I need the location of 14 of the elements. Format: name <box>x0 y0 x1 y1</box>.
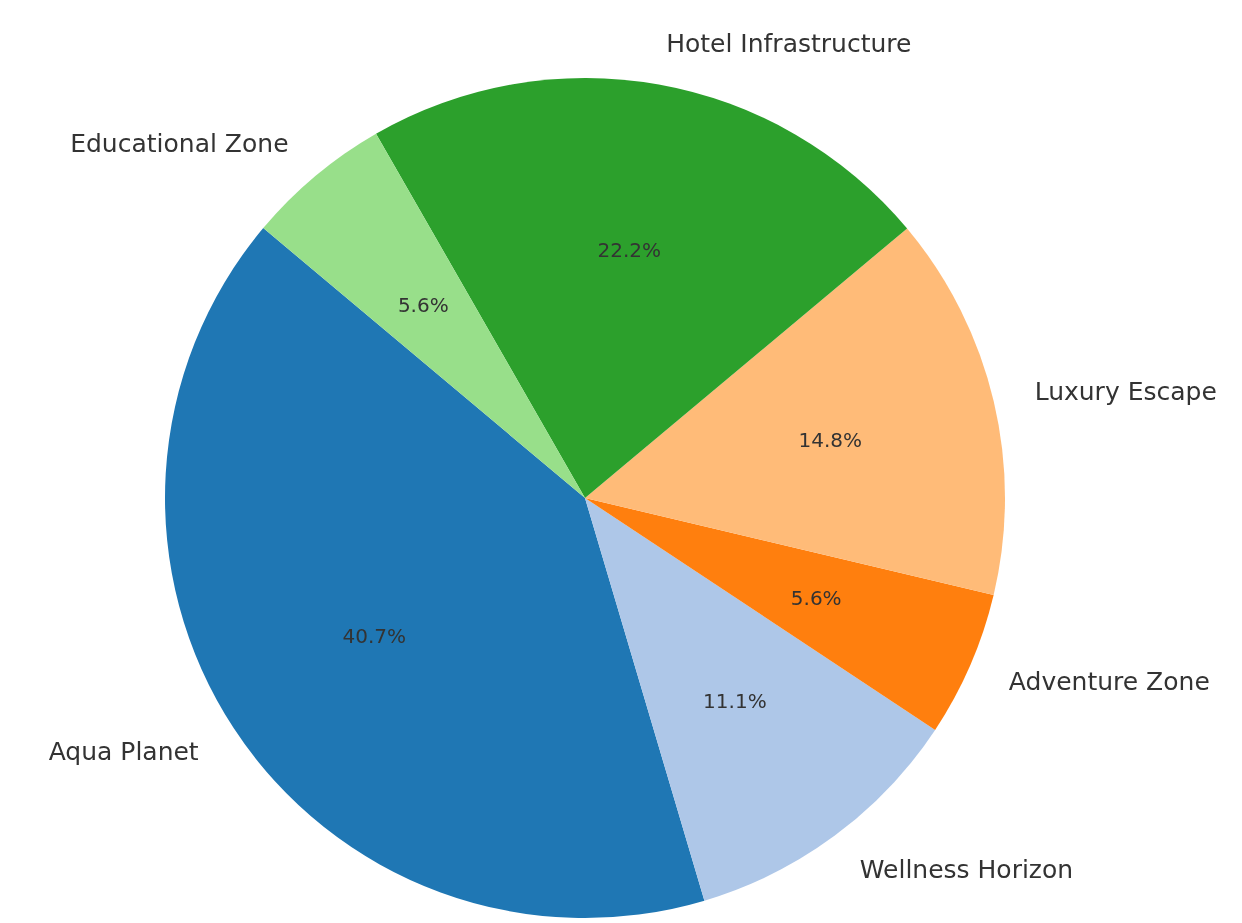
slice-label: Luxury Escape <box>1034 377 1217 407</box>
data-label: 22.2% <box>597 237 662 262</box>
slice-label: Educational Zone <box>70 129 289 159</box>
pie-slice <box>376 78 908 498</box>
slice-label: Hotel Infrastructure <box>666 28 912 58</box>
slice-label: Aqua Planet <box>48 736 199 766</box>
slice-label: Adventure Zone <box>1008 667 1210 697</box>
data-label: 5.6% <box>790 586 842 611</box>
pie-slice <box>585 498 994 730</box>
data-label: 40.7% <box>342 624 407 649</box>
data-label: 5.6% <box>397 292 449 317</box>
data-label: 14.8% <box>798 428 863 453</box>
data-label: 11.1% <box>703 688 767 713</box>
slice-label: Wellness Horizon <box>859 854 1074 884</box>
